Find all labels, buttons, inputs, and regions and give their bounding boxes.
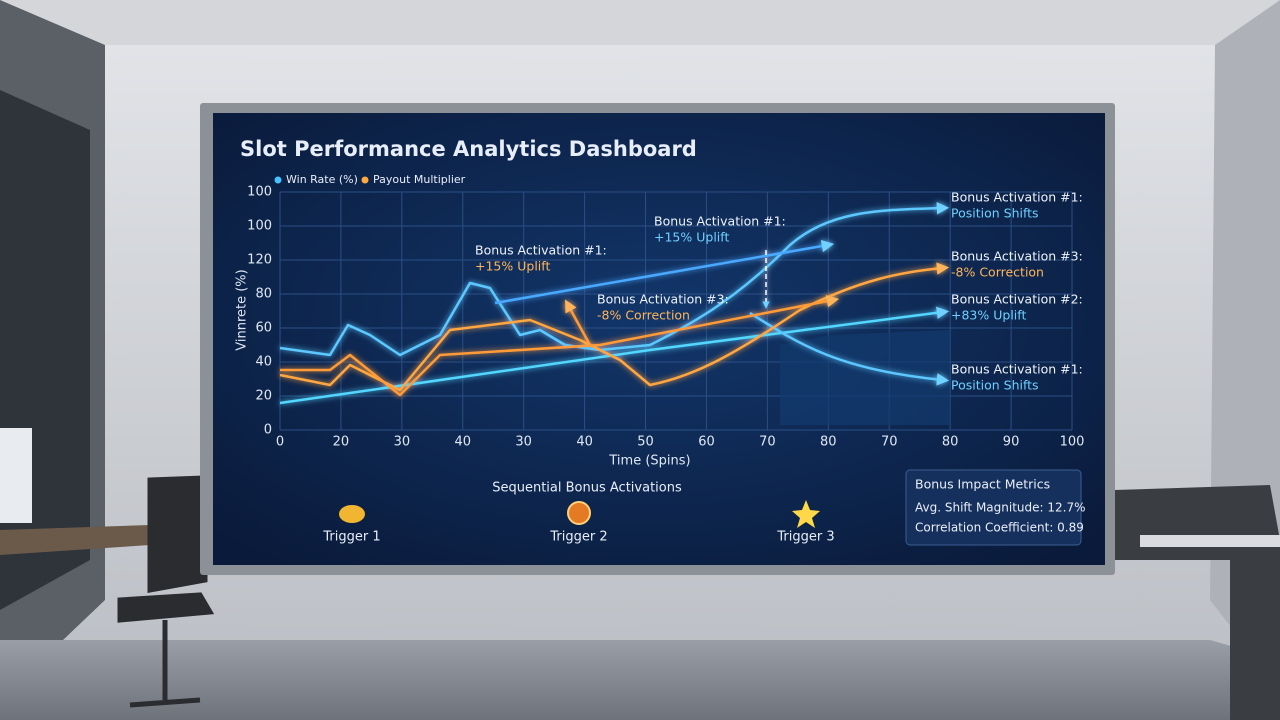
x-tick-label: 100 <box>1060 435 1085 450</box>
monitor <box>0 428 32 523</box>
y-tick-label: 80 <box>255 287 272 302</box>
annotation-heading: Bonus Activation #3: <box>597 292 729 307</box>
dashboard-title: Slot Performance Analytics Dashboard <box>240 137 697 161</box>
annotation-heading: Bonus Activation #1: <box>654 214 786 229</box>
x-tick-label: 60 <box>698 435 715 450</box>
metric: Correlation Coefficient: 0.89 <box>915 521 1084 535</box>
annotation-detail: Position Shifts <box>951 206 1039 221</box>
metric: Avg. Shift Magnitude: 12.7% <box>915 501 1086 515</box>
annotation-heading: Bonus Activation #1: <box>951 190 1083 205</box>
annotation-heading: Bonus Activation #1: <box>475 243 607 258</box>
legend-item: Win Rate (%) <box>286 173 358 186</box>
annotation-detail: +15% Uplift <box>654 230 729 245</box>
metrics-panel <box>905 469 1082 546</box>
x-tick-label: 0 <box>276 435 284 450</box>
x-tick-label: 40 <box>576 435 593 450</box>
plot-grid: 100 100 120 80 60 40 20 00 20 30 40 30 40 50 60 70 80 70 8… <box>247 185 1084 450</box>
coin-icon <box>339 505 365 523</box>
y-tick-label: 60 <box>255 321 272 336</box>
x-tick-label: 50 <box>637 435 654 450</box>
x-tick-label: 80 <box>942 435 959 450</box>
x-axis-title: Time (Spins) <box>608 454 690 469</box>
annotation-heading: Bonus Activation #3: <box>951 249 1083 264</box>
ceiling <box>0 0 1280 45</box>
timeline-title: Sequential Bonus Activations <box>492 481 682 496</box>
y-tick-label: 40 <box>255 355 272 370</box>
annotation-detail: +83% Uplift <box>951 308 1026 323</box>
x-tick-label: 80 <box>820 435 837 450</box>
triggers: Trigger 1 Trigger 2 Trigger 3 <box>322 530 834 545</box>
desk-right <box>1140 535 1280 547</box>
annotation-detail: +15% Uplift <box>475 259 550 274</box>
desk <box>0 525 150 555</box>
legend-swatch <box>361 176 369 184</box>
x-tick-label: 70 <box>881 435 898 450</box>
y-tick-label: 100 <box>247 185 272 200</box>
y-tick-label: 120 <box>247 253 272 268</box>
annotation-heading: Bonus Activation #1: <box>951 362 1083 377</box>
y-tick-label: 100 <box>247 219 272 234</box>
x-tick-label: 30 <box>394 435 411 450</box>
uplift-line <box>494 239 835 305</box>
annotation-heading: Bonus Activation #2: <box>951 292 1083 307</box>
x-tick-label: 70 <box>759 435 776 450</box>
legend-swatch <box>274 176 282 184</box>
metrics-title: Bonus Impact Metrics <box>915 477 1050 492</box>
y-axis-title: Vinnrete (%) <box>235 269 250 350</box>
trigger-label: Trigger 2 <box>549 530 607 545</box>
payout-trend-line <box>280 295 840 397</box>
annotation-detail: -8% Correction <box>951 265 1044 280</box>
payout-line <box>279 262 950 392</box>
y-tick-label: 20 <box>255 389 272 404</box>
annotation-detail: -8% Correction <box>597 308 690 323</box>
legend-item: Payout Multiplier <box>373 173 466 186</box>
correction-arrow <box>564 299 592 346</box>
annotation-detail: Position Shifts <box>951 378 1039 393</box>
wheel-icon <box>567 501 591 525</box>
star-icon <box>792 500 820 528</box>
x-tick-label: 90 <box>1003 435 1020 450</box>
shift-line <box>749 311 950 386</box>
x-tick-label: 20 <box>333 435 350 450</box>
y-tick-label: 0 <box>264 423 272 438</box>
x-tick-label: 30 <box>515 435 532 450</box>
floor <box>0 640 1280 720</box>
x-tick-label: 40 <box>454 435 471 450</box>
trigger-label: Trigger 3 <box>776 530 834 545</box>
win-rate-line <box>279 201 950 357</box>
trigger-label: Trigger 1 <box>322 530 380 545</box>
chair <box>117 475 215 708</box>
